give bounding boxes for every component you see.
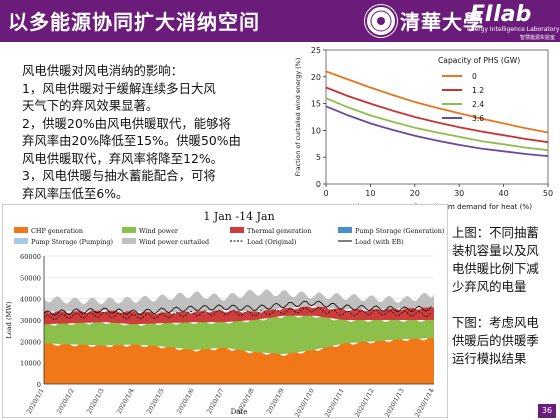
legend-label: 0 — [472, 72, 477, 81]
legend-label: 3.6 — [472, 114, 484, 123]
university-name-logo: 清華大學 — [400, 10, 484, 34]
university-seal-icon — [364, 4, 398, 38]
legend-swatch — [14, 238, 28, 244]
legend-label: Load (with EB) — [355, 238, 404, 246]
x-axis-label: Date — [231, 408, 248, 416]
y-tick-label: 10000 — [20, 360, 41, 368]
legend-label: Load (Original) — [247, 238, 296, 246]
right-caption: 上图：不同抽蓄 装机容量以及风 电供暖比例下减 少弃风的电量 下图：考虑风电 供… — [452, 224, 550, 368]
y-tick-label: 10 — [311, 126, 321, 135]
legend-label: Pump Storage (Generation) — [355, 227, 444, 235]
page-number: 36 — [538, 404, 556, 418]
load-original-line — [43, 306, 432, 321]
caption-line: 电供暖比例下减 — [452, 261, 539, 276]
caption-line: 下图：考虑风电 — [452, 315, 539, 330]
legend-label: Thermal generation — [247, 227, 311, 235]
legend-label: Wind power curtailed — [139, 238, 209, 246]
y-tick-label: 60000 — [20, 253, 41, 261]
y-tick-label: 0 — [37, 381, 41, 389]
legend-swatch — [338, 227, 352, 233]
x-tick-label: 30 — [454, 189, 464, 198]
series-line-2-4 — [325, 97, 549, 152]
chart-title: 1 Jan -14 Jan — [203, 210, 274, 223]
x-tick-label: 20 — [410, 189, 420, 198]
y-tick-label: 5 — [316, 153, 321, 162]
caption-line: 供暖后的供暖季 — [452, 333, 539, 348]
y-tick-label: 50000 — [20, 274, 41, 282]
y-tick-label: 20000 — [20, 338, 41, 346]
caption-line — [452, 296, 550, 314]
y-tick-label: 0 — [316, 180, 321, 189]
x-tick-label: 40 — [499, 189, 509, 198]
area-chp-generation — [44, 336, 434, 384]
y-tick-label: 15 — [311, 100, 321, 109]
legend-swatch — [122, 238, 136, 244]
eilab-logo: EIlab — [470, 2, 532, 27]
y-axis-label: Load (MW) — [5, 301, 13, 339]
series-line-0 — [325, 70, 549, 134]
y-tick-label: 20 — [311, 73, 321, 82]
left-description: 风电供暖对风电消纳的影响： 1，风电供暖对于缓解连续多日大风 天气下的弃风效果显… — [22, 62, 287, 202]
caption-line: 上图：不同抽蓄 — [452, 225, 539, 240]
area-wind-power — [44, 313, 434, 355]
caption-line: 装机容量以及风 — [452, 243, 539, 258]
y-tick-label: 30000 — [20, 317, 41, 325]
legend-label: Pump Storage (Pumping) — [31, 238, 113, 246]
legend-label: Wind power — [139, 227, 179, 235]
y-axis-label: Fraction of curtailed wind energy (%) — [294, 58, 302, 176]
left-text-line: 3，风电供暖与抽水蓄能配合，可将 — [22, 168, 216, 183]
y-tick-label: 40000 — [20, 296, 41, 304]
curtailment-line-chart: 051015202501020304050EBs in percentage o… — [294, 46, 553, 211]
legend-swatch — [14, 227, 28, 233]
x-tick-label: 10 — [365, 189, 375, 198]
left-text-line: 风电供暖取代，弃风率将降至12%。 — [22, 150, 224, 166]
left-text-line: 1，风电供暖对于缓解连续多日大风 — [22, 80, 216, 96]
caption-line: 少弃风的电量 — [452, 279, 527, 294]
slide-header: 以多能源协同扩大消纳空间 清華大學 EIlab Energy Intellige… — [0, 0, 560, 42]
x-tick-label: 0 — [323, 189, 328, 198]
x-tick-label: 50 — [543, 189, 553, 198]
legend-swatch — [122, 227, 136, 233]
operation-simulation-chart: 1 Jan -14 Jan CHP generation Wind power The… — [2, 204, 448, 418]
caption-line: 运行模拟结果 — [452, 351, 527, 366]
left-text-line: 风电供暖对风电消纳的影响： — [22, 63, 184, 78]
load-with-eb-line — [43, 300, 432, 316]
area-wind-power-curtailed — [44, 289, 434, 313]
left-text-line: 2，供暖20%由风电供暖取代，能够将 — [22, 115, 231, 131]
legend-label: CHP generation — [31, 227, 83, 235]
legend-label: 1.2 — [472, 86, 484, 95]
legend-title: Capacity of PHS (GW) — [438, 56, 520, 65]
series-line-1-2 — [325, 86, 549, 144]
lab-subtitle: Energy Intelligence Laboratory — [467, 26, 560, 33]
left-text-line: 天气下的弃风效果显著。 — [22, 98, 159, 113]
left-text-line: 弃风率由20%降低至15%。供暖50%由 — [22, 133, 241, 148]
legend-label: 2.4 — [472, 100, 484, 109]
legend-swatch — [230, 227, 244, 233]
series-line-3-6 — [325, 105, 549, 157]
left-text-line: 弃风率压低至6%。 — [22, 185, 129, 201]
slide-title: 以多能源协同扩大消纳空间 — [8, 10, 260, 34]
y-tick-label: 25 — [311, 46, 321, 55]
lab-subtitle-cn: 智慧能源实验室 — [520, 35, 556, 41]
plot-frame — [325, 49, 549, 185]
